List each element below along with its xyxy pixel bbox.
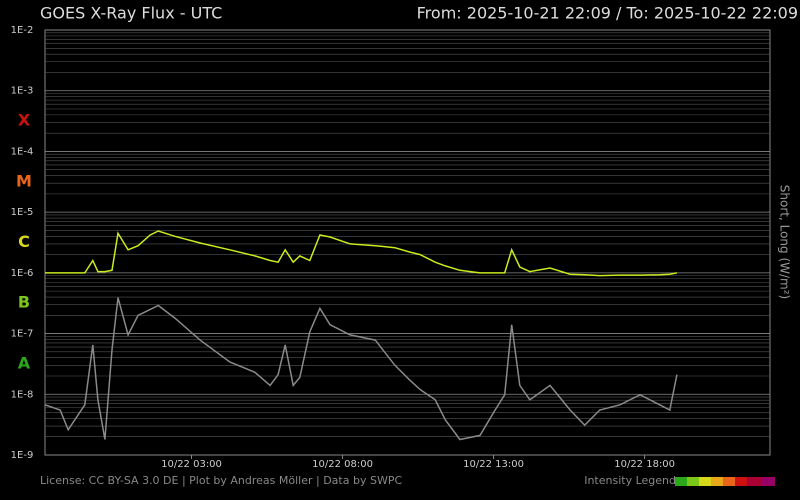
y-tick-label: 1E-3 — [11, 86, 34, 97]
flux-line — [45, 230, 678, 277]
x-tick-label: 10/22 18:00 — [614, 459, 675, 470]
class-label: A — [18, 353, 31, 372]
y-tick-label: 1E-8 — [11, 389, 34, 400]
y-tick-label: 1E-6 — [11, 268, 34, 279]
y-tick-label: 1E-9 — [11, 450, 34, 461]
y-axis-label: Short, Long (W/m²) — [778, 185, 792, 299]
time-range: From: 2025-10-21 22:09 / To: 2025-10-22 … — [417, 4, 798, 23]
y-tick-label: 1E-4 — [11, 146, 34, 157]
chart-title: GOES X-Ray Flux - UTC — [40, 4, 222, 23]
y-tick-label: 1E-2 — [11, 25, 34, 36]
y-tick-label: 1E-5 — [11, 207, 34, 218]
class-label: M — [16, 171, 32, 190]
x-tick-label: 10/22 08:00 — [312, 459, 373, 470]
class-label: C — [18, 232, 30, 251]
flux-line — [44, 297, 678, 441]
legend-label: Intensity Legend — [584, 474, 676, 487]
class-label: X — [18, 111, 31, 130]
credits: License: CC BY-SA 3.0 DE | Plot by Andre… — [40, 474, 402, 487]
x-tick-label: 10/22 03:00 — [161, 459, 222, 470]
x-tick-label: 10/22 13:00 — [463, 459, 524, 470]
class-label: B — [18, 293, 30, 312]
y-tick-label: 1E-7 — [11, 329, 34, 340]
intensity-bar — [675, 477, 775, 486]
